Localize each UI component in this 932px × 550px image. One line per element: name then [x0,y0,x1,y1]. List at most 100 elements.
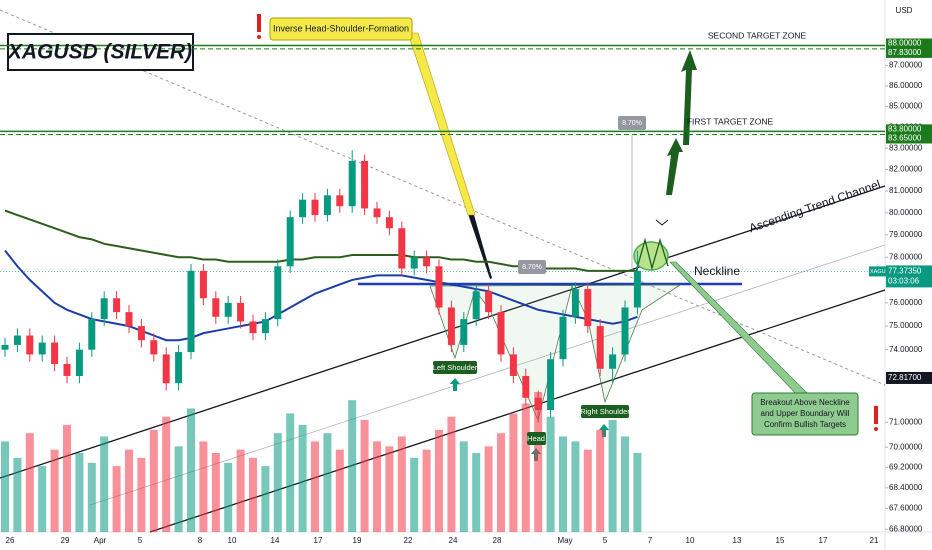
y-tick-label: 82.00000 [889,165,923,174]
x-tick-label: 19 [353,536,362,545]
volume-bar [459,441,468,532]
candle-body [274,266,282,320]
candle-body [286,217,294,267]
volume-bar [211,452,220,532]
arrow-target-2 [681,50,697,145]
candle-body [547,359,555,411]
candle-body [150,340,158,355]
candle-body [299,199,307,218]
candle-body [38,342,46,355]
volume-bar [472,452,481,532]
candle-body [398,228,406,269]
volume-bar [50,449,59,532]
candle-body [88,319,96,350]
candle-body [485,291,493,313]
callout-pointer-yellow [407,32,476,216]
measure-box [518,260,546,274]
x-tick-label: 10 [228,536,237,545]
neckline-label: Neckline [694,264,740,278]
candle-body [460,319,468,345]
volume-bar [311,441,319,532]
price-tag [886,38,932,49]
candle-body [609,354,617,369]
candle-body [63,363,71,376]
volume-bar [521,403,530,532]
title-box [7,33,194,71]
volume-bar [509,413,518,532]
volume-bar [348,400,357,532]
x-tick-label: 26 [6,536,15,545]
volume-bar [13,457,22,532]
symbol-tag-label: XAGUSD [870,269,893,275]
volume-bar [559,436,567,532]
y-tick-label: 71.00000 [889,417,923,426]
candle-body [175,352,183,384]
callout-text: and Upper Boundary Will [761,409,850,418]
candle-body [559,316,567,360]
y-tick-label: 68.40000 [889,483,923,492]
volume-bar [546,416,555,532]
candle-body [237,302,245,322]
price-tag [886,124,932,135]
price-tag-label: 87.83000 [888,48,922,57]
candle-body [1,344,9,350]
callout-box-yellow [269,17,413,41]
channel-mid [89,244,886,506]
alert-icon [257,14,261,32]
label-box [433,361,477,374]
volume-bar [397,436,406,532]
candle-body [571,289,579,317]
x-tick-label: 22 [404,536,413,545]
candle-body [13,335,21,345]
pattern-label: Right Shoulder [580,407,630,416]
y-tick-label: 85.00000 [889,101,923,110]
x-tick-label: 28 [493,536,502,545]
volume-bar [1,441,9,532]
candle-body [51,342,59,364]
price-tag-label: 83.65000 [888,134,922,143]
currency-label: USD [896,6,913,15]
y-tick-label: 80.00000 [889,208,923,217]
volume-bar [323,433,332,532]
x-tick-label: 8 [198,536,203,545]
x-tick-label: May [557,536,572,545]
volume-bar [125,449,133,532]
candle-body [534,397,542,411]
candle-body [100,298,108,320]
volume-bar [199,441,208,532]
x-tick-label: 7 [648,536,653,545]
volume-bar [596,429,605,532]
volume-bar [224,462,233,532]
volume-bar [583,449,592,532]
y-tick-label: 66.80000 [889,524,923,533]
volume-bar [75,452,84,532]
x-tick-label: 10 [686,536,695,545]
y-tick-label: 76.00000 [889,298,923,307]
candle-body [212,298,220,317]
candle-body [633,270,641,308]
price-tag [886,371,932,384]
candle-body [261,319,269,334]
moving-average [4,249,638,342]
volume-bar [286,413,295,532]
volume-bar [273,433,282,532]
volume-bar [100,436,109,532]
candle-body [348,160,356,207]
volume-bar [633,452,642,532]
x-tick-label: 5 [138,536,143,545]
candle-body [596,326,604,369]
symbol-tag [869,266,886,277]
chart-title: XAGUSD (SILVER) [7,41,192,64]
volume-bar [38,466,47,532]
candle-body [187,270,195,353]
channel-upper [0,185,886,479]
channel-lower [149,289,886,533]
measure-box [618,116,646,130]
x-tick-label: 13 [733,536,742,545]
volume-bar [447,416,456,532]
volume-bar [137,457,146,532]
y-tick-label: 75.00000 [889,321,923,330]
volume-bar [162,416,171,532]
candle-body [311,199,319,216]
